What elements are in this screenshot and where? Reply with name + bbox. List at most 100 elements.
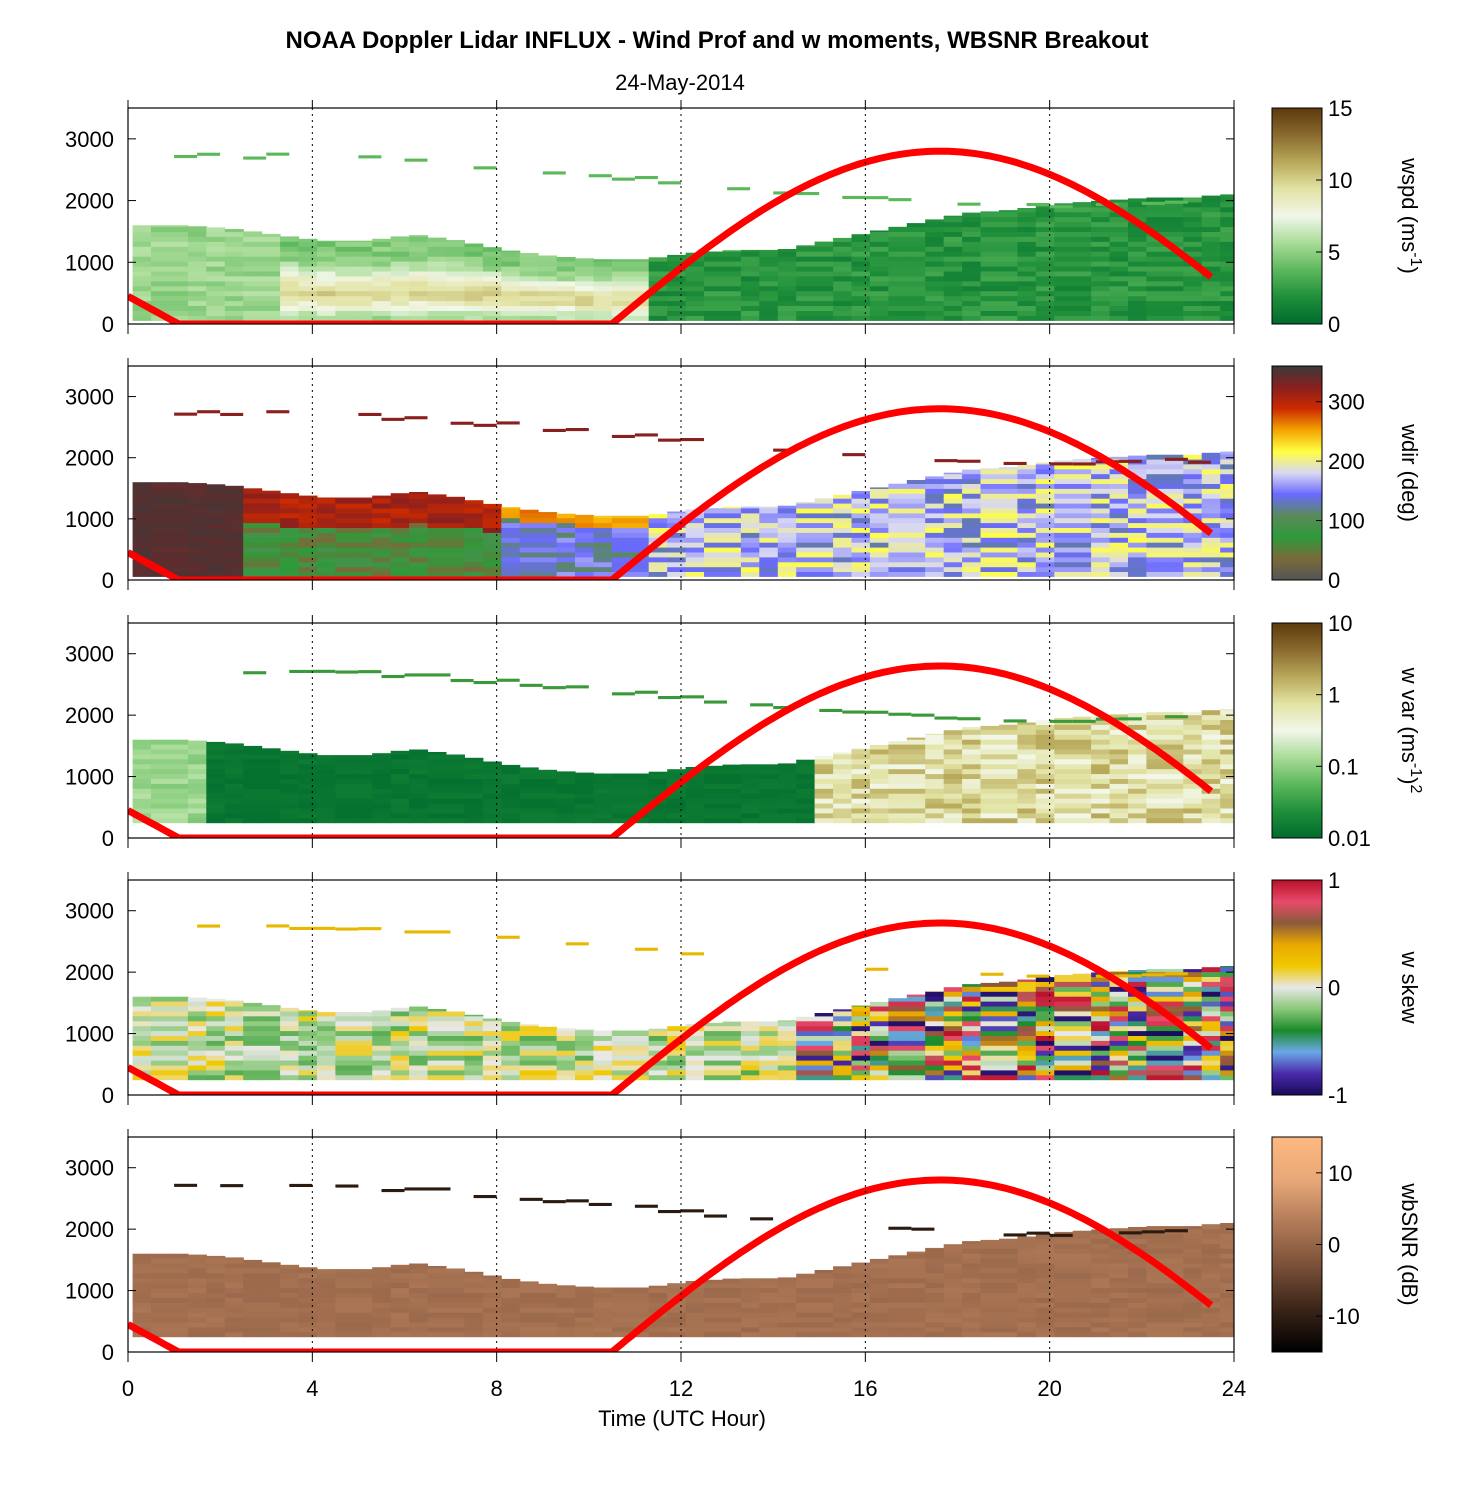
heatmap-cell	[1183, 1025, 1203, 1032]
heatmap-cell	[1128, 561, 1147, 568]
heatmap-cell	[464, 1302, 484, 1308]
heatmap-cell	[261, 748, 281, 750]
heatmap-cell	[999, 478, 1018, 484]
heatmap-cell	[261, 270, 281, 277]
heatmap-cell	[482, 290, 502, 297]
heatmap-cell	[869, 1010, 889, 1017]
heatmap-cell	[962, 537, 982, 543]
heatmap-cell	[446, 1307, 465, 1313]
heatmap-cell	[833, 551, 853, 558]
heatmap-cell	[1035, 758, 1055, 765]
heatmap-cell	[132, 251, 152, 257]
heatmap-cell	[851, 266, 871, 272]
heatmap-cell	[1183, 270, 1203, 277]
heatmap-cell	[1146, 739, 1166, 745]
heatmap-cell	[962, 739, 982, 745]
heatmap-cell	[943, 231, 963, 237]
heatmap-cell	[1035, 1005, 1055, 1012]
heatmap-cell	[796, 256, 816, 262]
heatmap-cell	[224, 753, 244, 760]
heatmap-cell	[888, 571, 908, 577]
heatmap-cell	[538, 1312, 558, 1318]
heatmap-cell	[814, 246, 834, 252]
heatmap-cell	[187, 793, 207, 799]
heatmap-cell	[1017, 478, 1037, 484]
heatmap-cell	[962, 305, 982, 311]
heatmap-cell	[261, 1326, 281, 1333]
heatmap-cell	[1220, 251, 1234, 257]
heatmap-cell	[482, 1020, 502, 1027]
heatmap-cell	[243, 285, 263, 292]
heatmap-cell	[446, 547, 465, 553]
heatmap-cell	[925, 551, 945, 558]
heatmap-cell	[464, 757, 484, 760]
heatmap-cell	[132, 1253, 152, 1259]
heatmap-cell	[943, 256, 963, 262]
heatmap-cell	[409, 773, 429, 779]
heatmap-cell	[1128, 986, 1147, 992]
heatmap-cell	[169, 788, 189, 794]
heatmap-cell	[280, 1074, 300, 1081]
heatmap-cell	[206, 566, 226, 572]
heatmap-cell	[1146, 712, 1166, 716]
heatmap-cell	[1220, 566, 1234, 572]
heatmap-cell	[888, 1045, 908, 1051]
heatmap-cell	[316, 300, 336, 306]
heatmap-cell	[1072, 305, 1092, 311]
heatmap-cell	[796, 305, 816, 311]
heatmap-cell	[851, 807, 871, 814]
heatmap-cell	[298, 1312, 318, 1318]
heatmap-cell	[1220, 256, 1234, 262]
heatmap-cell	[611, 1292, 631, 1298]
heatmap-cell	[851, 275, 871, 282]
heatmap-cell	[372, 798, 392, 804]
heatmap-cell	[648, 1297, 668, 1303]
heatmap-cell	[1128, 503, 1147, 509]
heatmap-cell	[1054, 996, 1074, 1002]
heatmap-cell	[685, 1287, 705, 1293]
heatmap-cell	[962, 483, 982, 489]
heatmap-cell	[298, 566, 318, 572]
heatmap-cell	[925, 1005, 945, 1012]
heatmap-cell	[1054, 1045, 1074, 1051]
heatmap-cell	[851, 1015, 871, 1022]
heatmap-cell	[316, 1055, 336, 1061]
heatmap-cell	[1220, 478, 1234, 484]
heatmap-cell	[648, 561, 668, 568]
heatmap-cell	[151, 744, 170, 750]
heatmap-cell	[243, 493, 263, 499]
heatmap-cell	[1035, 280, 1055, 287]
heatmap-cell	[261, 566, 281, 572]
heatmap-cell	[962, 729, 982, 735]
heatmap-cell	[906, 1055, 926, 1061]
heatmap-cell	[1220, 315, 1234, 321]
heatmap-cell	[482, 812, 502, 819]
heatmap-cell	[1054, 1074, 1074, 1081]
heatmap-cell	[280, 773, 300, 779]
heatmap-cell	[814, 1326, 834, 1333]
heatmap-cell	[224, 1000, 244, 1002]
heatmap-cell	[151, 1326, 170, 1333]
heatmap-cell	[1128, 970, 1147, 973]
heatmap-cell	[390, 1307, 410, 1313]
heatmap-cell	[1035, 300, 1055, 306]
heatmap-cell	[888, 522, 908, 528]
heatmap-cell	[906, 503, 926, 509]
heatmap-cell	[298, 778, 318, 784]
heatmap-cell	[777, 807, 797, 814]
heatmap-cell	[261, 783, 281, 789]
heatmap-cell	[943, 734, 963, 740]
heatmap-cell	[796, 1317, 816, 1323]
heatmap-cell	[519, 270, 539, 277]
heatmap-cell	[1220, 803, 1234, 809]
heatmap-cell	[906, 483, 926, 489]
heatmap-cell	[888, 256, 908, 262]
elevated-layer-cell	[658, 438, 681, 442]
heatmap-cell	[833, 517, 853, 524]
heatmap-cell	[1091, 261, 1111, 267]
heatmap-cell	[593, 1312, 613, 1318]
heatmap-cell	[409, 1030, 429, 1036]
heatmap-cell	[851, 768, 871, 775]
heatmap-cell	[353, 793, 373, 799]
heatmap-cell	[704, 551, 723, 558]
